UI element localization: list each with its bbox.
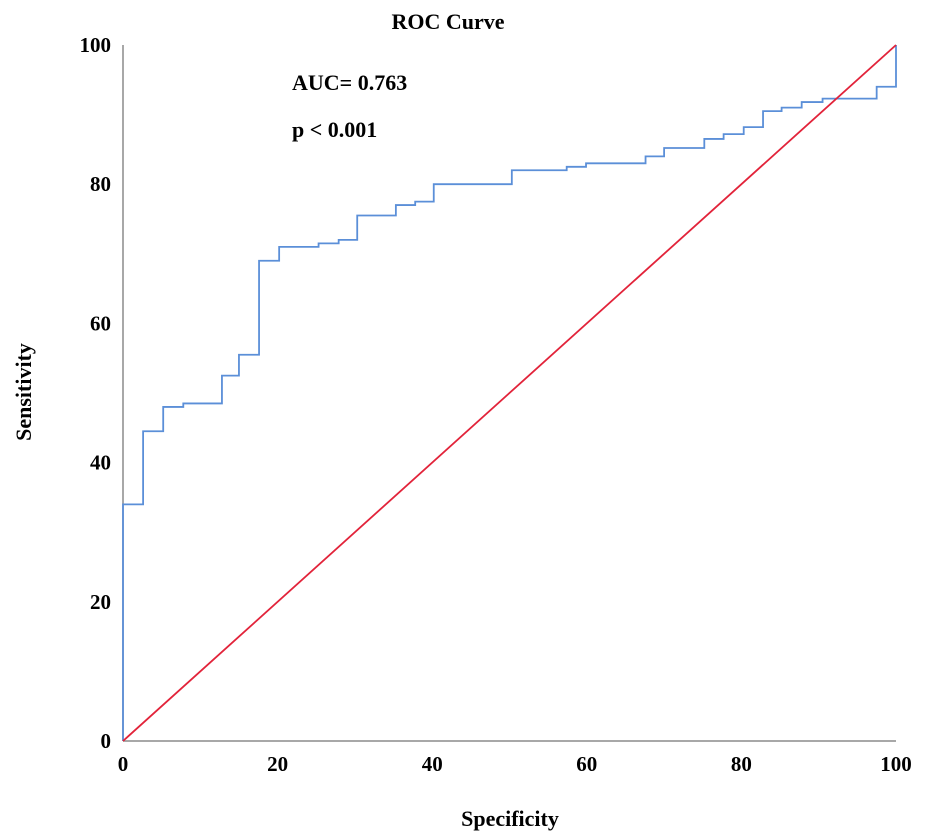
y-tick-label: 0 bbox=[101, 729, 112, 753]
y-tick-label: 40 bbox=[90, 451, 111, 475]
y-tick-label: 80 bbox=[90, 172, 111, 196]
y-tick-label: 20 bbox=[90, 590, 111, 614]
x-tick-label: 0 bbox=[118, 752, 129, 776]
y-tick-label: 60 bbox=[90, 311, 111, 335]
p-value-annotation: p < 0.001 bbox=[292, 117, 377, 142]
x-tick-label: 20 bbox=[267, 752, 288, 776]
chart-title: ROC Curve bbox=[391, 9, 504, 34]
reference-diagonal-line bbox=[122, 44, 897, 742]
tick-labels: 0 20 40 60 80 100 0 20 40 60 80 100 bbox=[80, 33, 912, 776]
y-tick-label: 100 bbox=[80, 33, 112, 57]
series-layer bbox=[122, 44, 897, 742]
roc-curve-line bbox=[122, 45, 897, 741]
x-tick-label: 80 bbox=[731, 752, 752, 776]
auc-annotation: AUC= 0.763 bbox=[292, 70, 407, 95]
y-axis-label: Sensitivity bbox=[11, 343, 36, 441]
x-tick-label: 100 bbox=[880, 752, 912, 776]
x-tick-label: 60 bbox=[576, 752, 597, 776]
x-tick-label: 40 bbox=[422, 752, 443, 776]
x-axis-label: Specificity bbox=[461, 806, 559, 831]
